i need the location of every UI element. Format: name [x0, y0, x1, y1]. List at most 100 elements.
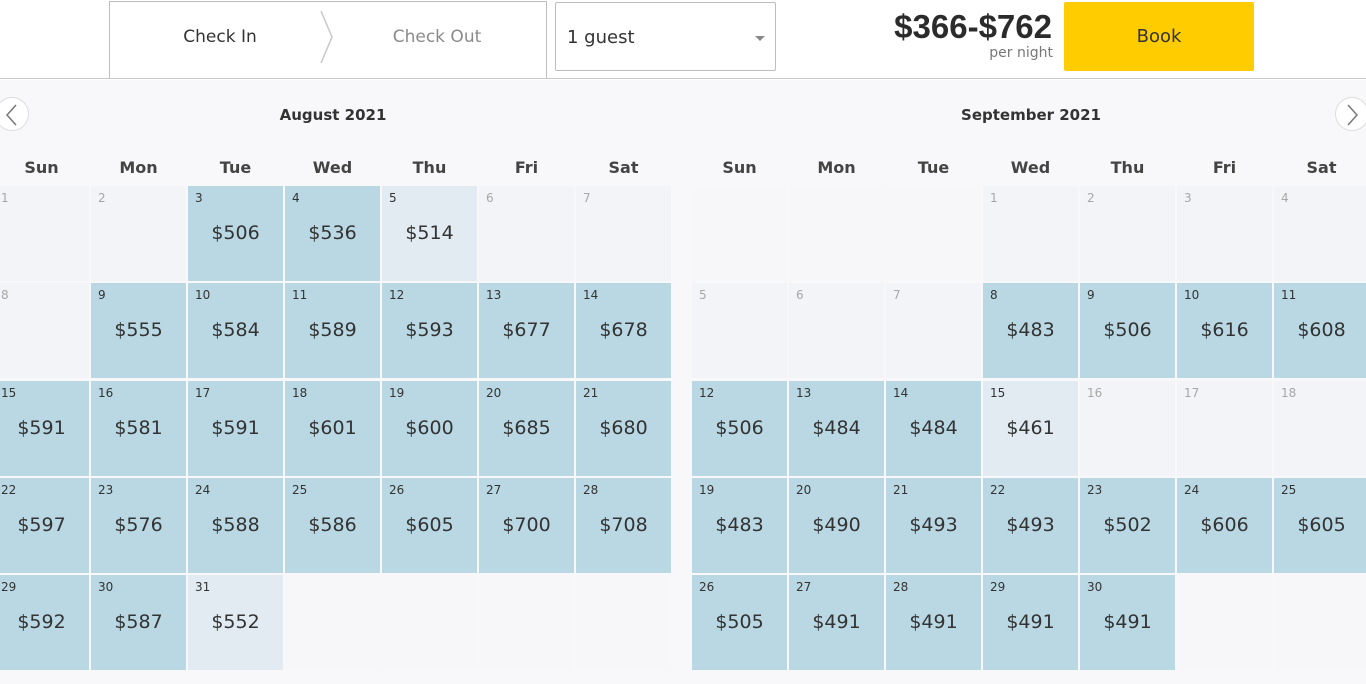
calendar-day[interactable]: 28 $708: [576, 478, 671, 573]
calendar-day-unavailable: 4: [1274, 186, 1366, 281]
day-number: 14: [893, 386, 909, 400]
day-price: $505: [715, 611, 764, 633]
calendar-day[interactable]: 26 $505: [692, 575, 787, 670]
calendar-day[interactable]: 20 $685: [479, 381, 574, 476]
chevron-right-icon: [1347, 104, 1359, 126]
day-number: 29: [990, 580, 1006, 594]
calendar-day-empty: [576, 575, 671, 670]
calendar-day[interactable]: 21 $493: [886, 478, 981, 573]
day-number: 26: [389, 483, 405, 497]
calendar-day[interactable]: 8 $483: [983, 283, 1078, 378]
calendar-day[interactable]: 9 $555: [91, 283, 186, 378]
day-number: 13: [796, 386, 812, 400]
calendar-day[interactable]: 10 $584: [188, 283, 283, 378]
calendar-day[interactable]: 26 $605: [382, 478, 477, 573]
check-out-tab[interactable]: Check Out: [392, 27, 482, 47]
calendar-day[interactable]: 22 $597: [0, 478, 89, 573]
calendar-day[interactable]: 16 $581: [91, 381, 186, 476]
calendar-day[interactable]: 17 $591: [188, 381, 283, 476]
calendar-day[interactable]: 25 $605: [1274, 478, 1366, 573]
calendar-day[interactable]: 13 $484: [789, 381, 884, 476]
calendar-day[interactable]: 21 $680: [576, 381, 671, 476]
calendar-day[interactable]: 24 $606: [1177, 478, 1272, 573]
calendar-day[interactable]: 19 $483: [692, 478, 787, 573]
calendar-day-unavailable: 2: [1080, 186, 1175, 281]
calendar-day[interactable]: 5 $514: [382, 186, 477, 281]
guest-select[interactable]: 1 guest: [555, 2, 776, 71]
calendar-day[interactable]: 27 $491: [789, 575, 884, 670]
check-in-tab[interactable]: Check In: [183, 27, 257, 47]
calendar-day[interactable]: 30 $491: [1080, 575, 1175, 670]
day-number: 19: [699, 483, 715, 497]
calendar-day[interactable]: 28 $491: [886, 575, 981, 670]
next-month-button[interactable]: [1335, 97, 1366, 131]
day-number: 4: [1281, 191, 1289, 205]
day-number: 4: [292, 191, 300, 205]
calendar-day[interactable]: 23 $502: [1080, 478, 1175, 573]
day-price: $601: [308, 417, 357, 439]
day-number: 16: [1087, 386, 1103, 400]
calendar-day[interactable]: 4 $536: [285, 186, 380, 281]
book-button[interactable]: Book: [1064, 2, 1254, 71]
calendar-day-unavailable: 8: [0, 283, 89, 378]
weekday-header: Tue: [219, 158, 252, 177]
day-price: $592: [17, 611, 66, 633]
calendar-day[interactable]: 29 $491: [983, 575, 1078, 670]
day-price: $552: [211, 611, 260, 633]
calendar-day[interactable]: 18 $601: [285, 381, 380, 476]
day-number: 21: [583, 386, 599, 400]
day-number: 27: [796, 580, 812, 594]
day-number: 23: [1087, 483, 1103, 497]
calendar-day[interactable]: 15 $591: [0, 381, 89, 476]
day-price: $506: [715, 417, 764, 439]
calendar-day[interactable]: 20 $490: [789, 478, 884, 573]
calendar-day[interactable]: 11 $589: [285, 283, 380, 378]
calendar-day[interactable]: 25 $586: [285, 478, 380, 573]
day-number: 14: [583, 288, 599, 302]
calendar-day[interactable]: 29 $592: [0, 575, 89, 670]
calendar-day-empty: [1274, 575, 1366, 670]
day-price: $493: [909, 514, 958, 536]
calendar-day[interactable]: 14 $678: [576, 283, 671, 378]
day-price: $680: [599, 417, 648, 439]
calendar-day[interactable]: 22 $493: [983, 478, 1078, 573]
day-price: $576: [114, 514, 163, 536]
calendar-day[interactable]: 23 $576: [91, 478, 186, 573]
calendar-day[interactable]: 27 $700: [479, 478, 574, 573]
day-number: 5: [699, 288, 707, 302]
day-number: 22: [1, 483, 17, 497]
previous-month-button[interactable]: [0, 97, 29, 131]
day-number: 12: [699, 386, 715, 400]
day-number: 15: [1, 386, 17, 400]
month-title-august: August 2021: [279, 106, 387, 124]
calendar-day[interactable]: 12 $593: [382, 283, 477, 378]
day-number: 30: [1087, 580, 1103, 594]
day-number: 24: [195, 483, 211, 497]
calendar-day[interactable]: 9 $506: [1080, 283, 1175, 378]
calendar-day[interactable]: 14 $484: [886, 381, 981, 476]
weekday-header: Sat: [608, 158, 639, 177]
day-number: 1: [990, 191, 998, 205]
calendar-day[interactable]: 13 $677: [479, 283, 574, 378]
day-price: $514: [405, 222, 454, 244]
calendar-day[interactable]: 30 $587: [91, 575, 186, 670]
day-price: $536: [308, 222, 357, 244]
weekday-header: Sun: [722, 158, 757, 177]
calendar-day[interactable]: 15 $461: [983, 381, 1078, 476]
day-price: $685: [502, 417, 551, 439]
booking-header: Check In Check Out 1 guest $366-$762 per…: [0, 0, 1366, 80]
calendar-day[interactable]: 3 $506: [188, 186, 283, 281]
day-number: 7: [583, 191, 591, 205]
calendar-day[interactable]: 24 $588: [188, 478, 283, 573]
day-number: 24: [1184, 483, 1200, 497]
calendar-day[interactable]: 31 $552: [188, 575, 283, 670]
weekday-header: Fri: [514, 158, 539, 177]
day-price: $506: [211, 222, 260, 244]
day-price: $589: [308, 319, 357, 341]
calendar-day[interactable]: 11 $608: [1274, 283, 1366, 378]
calendar-day-empty: [789, 186, 884, 281]
calendar-day-empty: [479, 575, 574, 670]
calendar-day[interactable]: 19 $600: [382, 381, 477, 476]
calendar-day[interactable]: 10 $616: [1177, 283, 1272, 378]
calendar-day[interactable]: 12 $506: [692, 381, 787, 476]
